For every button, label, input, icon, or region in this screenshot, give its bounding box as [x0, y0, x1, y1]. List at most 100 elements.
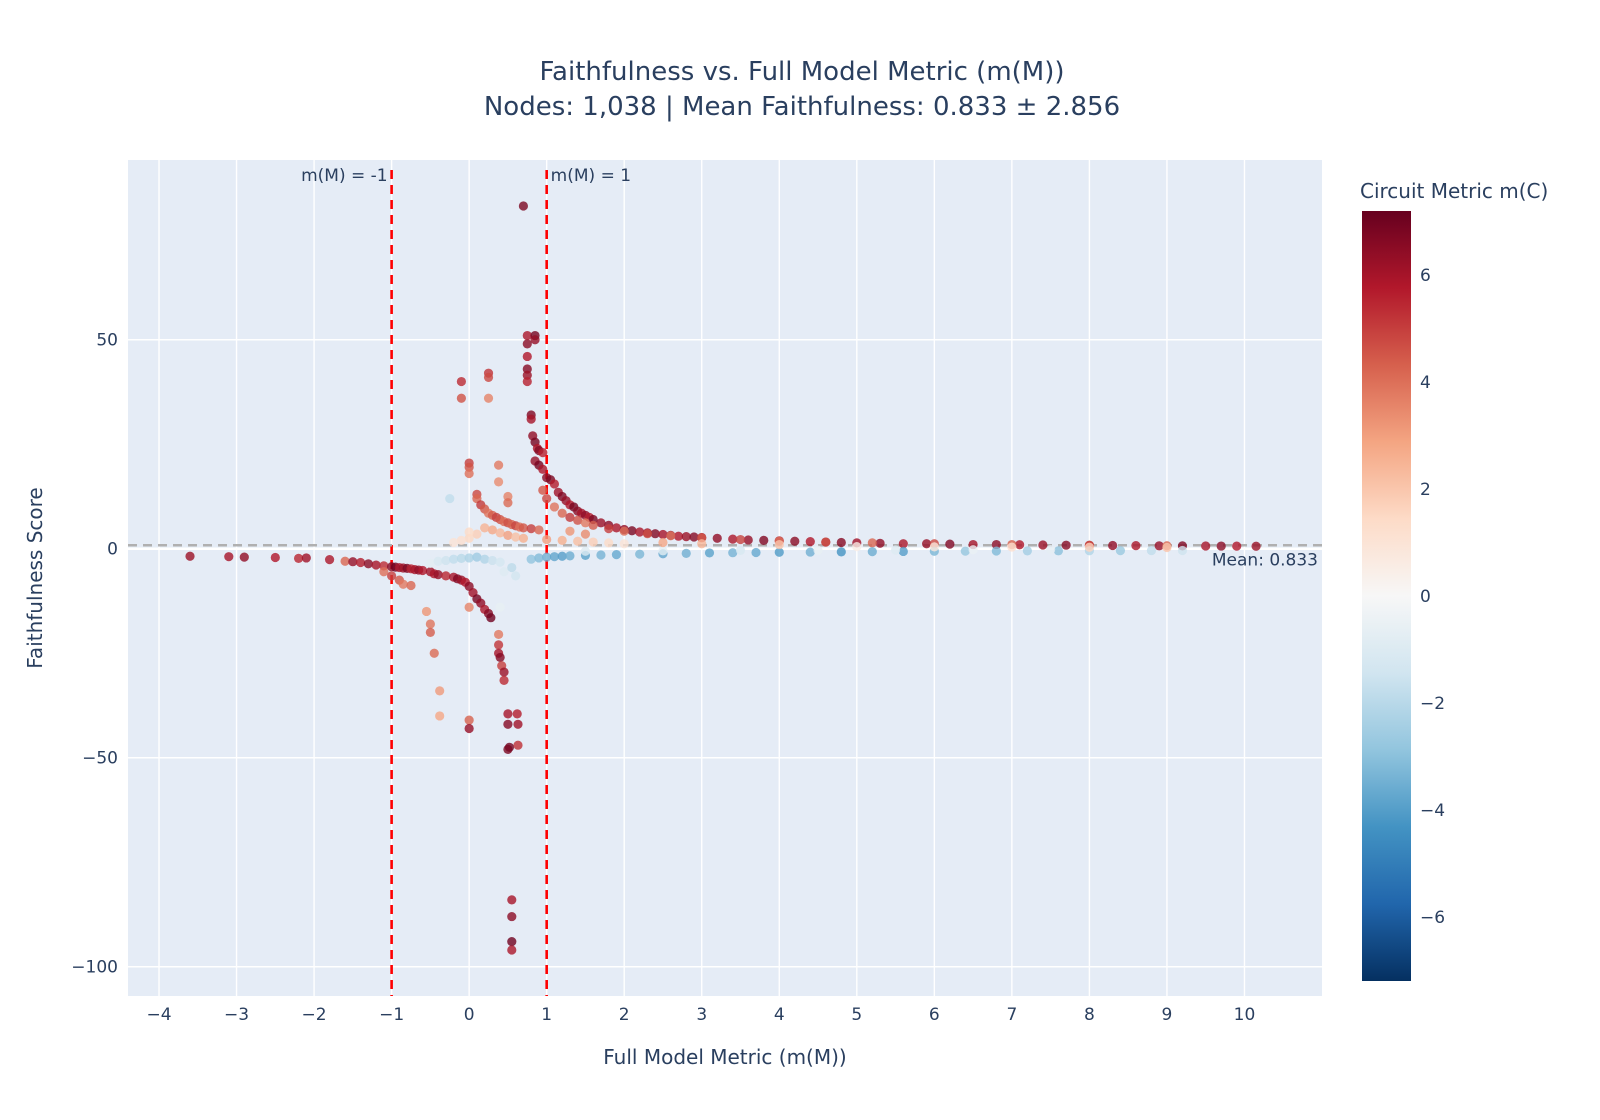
data-point — [301, 553, 311, 563]
data-point — [494, 640, 504, 650]
data-point — [340, 556, 350, 566]
data-point — [921, 539, 932, 549]
data-point — [513, 740, 523, 750]
data-point — [538, 448, 548, 458]
data-point — [483, 372, 494, 382]
colorbar-title: Circuit Metric m(C) — [1360, 179, 1548, 203]
data-point — [1046, 544, 1056, 555]
data-point — [495, 528, 505, 538]
data-point — [538, 464, 548, 474]
data-point — [704, 548, 715, 558]
colorbar-tick-label: 4 — [1420, 373, 1431, 393]
data-point — [464, 468, 474, 479]
data-point — [348, 557, 358, 567]
data-point — [433, 556, 443, 566]
data-point — [522, 376, 532, 387]
data-point — [557, 551, 567, 561]
data-point — [507, 562, 517, 573]
data-point — [503, 719, 513, 729]
data-point — [507, 895, 517, 905]
data-point — [486, 613, 496, 623]
data-point — [499, 675, 509, 686]
data-point — [960, 546, 970, 556]
data-point — [611, 549, 622, 560]
data-point — [1084, 542, 1095, 552]
y-tick-label: −50 — [82, 749, 118, 769]
data-point — [472, 529, 482, 539]
data-point — [1251, 541, 1261, 551]
data-point — [1146, 545, 1157, 556]
data-point — [565, 512, 575, 522]
data-point — [507, 911, 517, 922]
data-point — [735, 534, 746, 545]
data-point — [673, 531, 684, 541]
data-point — [1007, 542, 1017, 552]
data-point — [464, 527, 474, 537]
data-point — [867, 538, 877, 548]
data-point — [487, 555, 498, 566]
data-point — [627, 526, 637, 536]
data-point — [518, 533, 529, 543]
data-point — [512, 709, 522, 719]
x-tick-label: 9 — [1162, 1005, 1173, 1025]
data-point — [1038, 540, 1048, 550]
x-tick-labels: −4 −3 −2 −1 0 1 2 3 4 5 6 7 8 9 10 — [146, 1005, 1255, 1025]
data-point — [728, 548, 738, 558]
x-tick-label: 10 — [1234, 1005, 1256, 1025]
data-point — [185, 551, 195, 561]
data-point — [697, 539, 707, 549]
data-point — [596, 550, 606, 560]
data-point — [604, 524, 614, 534]
data-point — [441, 555, 451, 566]
data-point — [542, 534, 552, 545]
data-point — [1154, 541, 1164, 551]
x-tick-label: 7 — [1006, 1005, 1017, 1025]
data-point — [538, 485, 548, 495]
data-point — [898, 539, 908, 549]
data-point — [433, 570, 443, 580]
data-point — [472, 552, 482, 562]
data-point — [526, 524, 536, 534]
data-point — [526, 414, 536, 424]
x-tick-label: −4 — [146, 1005, 171, 1025]
data-point — [1131, 541, 1141, 551]
data-point — [821, 537, 831, 547]
data-point — [324, 555, 335, 565]
data-point — [867, 547, 877, 557]
data-point — [580, 518, 591, 528]
data-point — [542, 552, 552, 562]
y-tick-label: 50 — [96, 331, 118, 351]
data-point — [503, 498, 513, 508]
data-point — [495, 602, 505, 612]
y-tick-labels: −100 −50 0 50 — [71, 331, 118, 978]
y-axis-title: Faithfulness Score — [23, 487, 47, 668]
data-point — [1061, 540, 1071, 550]
data-point — [441, 571, 451, 581]
data-point — [270, 552, 280, 563]
vertical-reference-label: m(M) = -1 — [301, 166, 388, 186]
data-point — [239, 552, 249, 562]
data-point — [435, 711, 445, 721]
x-tick-label: 2 — [619, 1005, 630, 1025]
plot-area — [128, 160, 1322, 996]
data-point — [464, 602, 474, 612]
chart-subtitle: Nodes: 1,038 | Mean Faithfulness: 0.833 … — [484, 92, 1120, 122]
y-tick-label: −100 — [71, 958, 118, 978]
data-point — [836, 547, 846, 557]
data-point — [425, 619, 435, 629]
data-point — [890, 545, 901, 555]
x-tick-label: 3 — [696, 1005, 707, 1025]
data-point — [379, 567, 389, 577]
x-axis-title: Full Model Metric (m(M)) — [603, 1045, 846, 1069]
data-point — [557, 508, 567, 518]
data-point — [991, 539, 1001, 550]
data-point — [875, 538, 885, 548]
data-point — [449, 537, 459, 548]
data-point — [852, 542, 862, 552]
data-point — [735, 545, 746, 556]
data-point — [534, 525, 544, 535]
data-point — [429, 648, 439, 658]
data-point — [494, 477, 504, 487]
data-point — [728, 534, 738, 544]
